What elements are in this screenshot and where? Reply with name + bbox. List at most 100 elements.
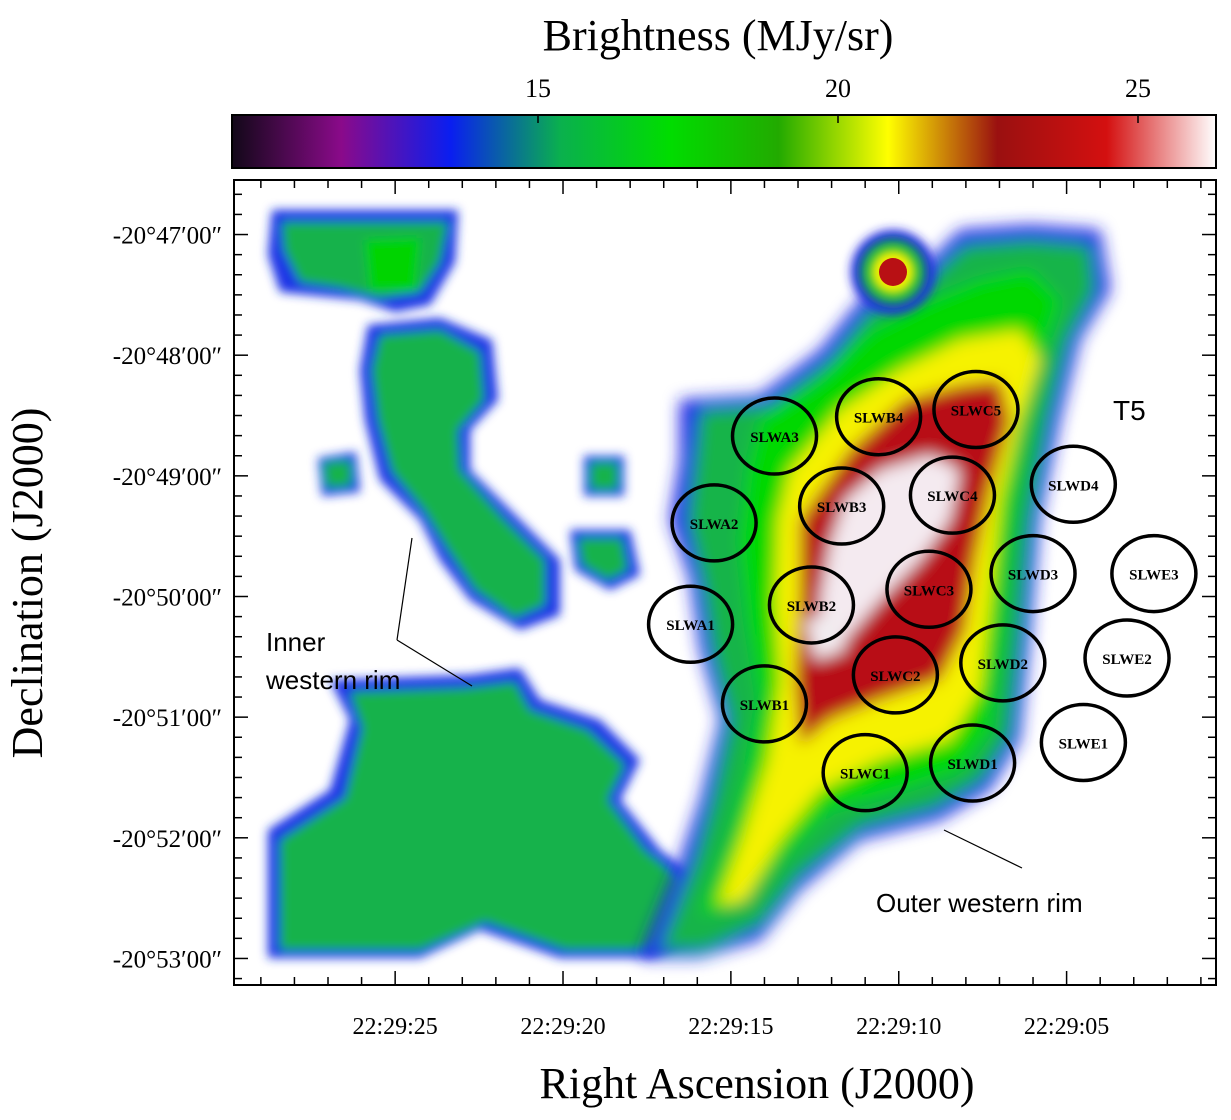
- aperture-slwe3: SLWE3: [1110, 533, 1198, 614]
- inner-rim-label-line-2: western rim: [265, 665, 400, 695]
- colorbar-ticks: 15 20 25: [525, 74, 1151, 123]
- aperture-label: SLWA1: [666, 618, 715, 634]
- outer-rim-label: Outer western rim: [876, 888, 1083, 918]
- x-tick-label: 22:29:25: [352, 1014, 437, 1040]
- aperture-slwb4: SLWB4: [834, 376, 923, 457]
- aperture-slwd1: SLWD1: [928, 723, 1017, 803]
- aperture-slwd4: SLWD4: [1029, 444, 1118, 525]
- emission-blob: [280, 682, 705, 950]
- emission-left: [268, 210, 720, 958]
- y-tick-label: -20°53′00″: [113, 946, 222, 973]
- x-axis-ticks: 22:29:25 22:29:20 22:29:15 22:29:10 22:29:05: [260, 180, 1202, 1040]
- aperture-ellipse: [670, 483, 758, 563]
- aperture-label: SLWB4: [854, 411, 904, 427]
- aperture-ellipse: [821, 732, 909, 813]
- emission-blob: [323, 460, 352, 488]
- aperture-ellipse: [797, 466, 886, 546]
- aperture-label: SLWC2: [870, 669, 920, 685]
- aperture-ellipse: [1029, 444, 1118, 525]
- aperture-label: SLWD3: [1008, 568, 1058, 584]
- colorbar-tick-label: 15: [525, 74, 551, 103]
- y-tick-label: -20°49′00″: [113, 464, 222, 491]
- aperture-label: SLWE2: [1102, 652, 1151, 668]
- ridge-knot: [805, 610, 845, 660]
- aperture-layer: SLWA1 SLWA2 SLWA3 SLWB1 SLWB2 SLWB3 SLWB4 SLWC1…: [646, 369, 1198, 813]
- aperture-ellipse: [928, 723, 1017, 803]
- x-tick-label: 22:29:05: [1024, 1014, 1109, 1040]
- aperture-ellipse: [1039, 702, 1128, 783]
- inner-rim-pointer-upper: [396, 537, 413, 641]
- compact-source-core: [879, 258, 907, 286]
- aperture-ellipse: [730, 396, 819, 476]
- aperture-slwb1: SLWB1: [720, 664, 809, 744]
- aperture-slwb3: SLWB3: [797, 466, 886, 546]
- emission-layer: [268, 210, 1110, 958]
- x-axis-label: Right Ascension (J2000): [539, 1059, 974, 1108]
- inner-rim-pointer-lower: [396, 639, 473, 687]
- aperture-ellipse: [1110, 533, 1198, 614]
- aperture-label: SLWB1: [740, 698, 789, 714]
- aperture-slwe2: SLWE2: [1083, 618, 1171, 698]
- aperture-ellipse: [908, 455, 997, 535]
- y-axis-label: Declination (J2000): [3, 408, 52, 759]
- aperture-label: SLWC3: [904, 583, 954, 599]
- aperture-slwc4: SLWC4: [908, 455, 997, 535]
- aperture-slwd3: SLWD3: [989, 533, 1077, 614]
- aperture-ellipse: [959, 623, 1047, 703]
- emission-blob: [365, 238, 420, 290]
- colorbar-tick-label: 25: [1125, 74, 1151, 103]
- aperture-label: SLWD1: [947, 757, 997, 773]
- colorbar-gradient: [231, 114, 1217, 169]
- aperture-ellipse: [720, 664, 809, 744]
- aperture-label: SLWD2: [978, 657, 1028, 673]
- aperture-slwc3: SLWC3: [885, 549, 973, 630]
- y-tick-label: -20°50′00″: [113, 584, 222, 611]
- emission-blob: [372, 330, 545, 618]
- aperture-slwc1: SLWC1: [821, 732, 909, 813]
- aperture-ellipse: [885, 549, 973, 630]
- aperture-slwe1: SLWE1: [1039, 702, 1128, 783]
- aperture-slwc2: SLWC2: [851, 635, 940, 715]
- compact-source: [851, 230, 935, 314]
- map-frame: [233, 179, 1217, 986]
- emission-ridge: [640, 225, 1110, 958]
- aperture-ellipse: [1083, 618, 1171, 698]
- emission-blob: [590, 462, 618, 490]
- inner-rim-label-line-1: Inner: [266, 627, 326, 657]
- aperture-label: SLWE1: [1059, 736, 1108, 752]
- aperture-slwa3: SLWA3: [730, 396, 819, 476]
- y-tick-label: -20°47′00″: [113, 223, 222, 250]
- x-tick-label: 22:29:10: [856, 1014, 941, 1040]
- emission-blob: [578, 538, 628, 580]
- aperture-label: SLWC1: [840, 767, 890, 783]
- y-tick-label: -20°52′00″: [113, 826, 222, 853]
- aperture-ellipse: [646, 584, 735, 664]
- aperture-label: SLWD4: [1048, 478, 1099, 494]
- y-tick-label: -20°51′00″: [113, 705, 222, 732]
- aperture-ellipse: [989, 533, 1077, 614]
- colorbar: 15 20 25: [231, 74, 1217, 169]
- y-axis-ticks: -20°47′00″ -20°48′00″ -20°49′00″ -20°50′00″…: [113, 193, 1216, 980]
- x-tick-label: 22:29:20: [520, 1014, 605, 1040]
- aperture-label: SLWC4: [927, 489, 978, 505]
- aperture-slwa1: SLWA1: [646, 584, 735, 664]
- aperture-ellipse: [851, 635, 940, 715]
- outer-rim-annotation: Outer western rim: [876, 829, 1083, 918]
- aperture-label: SLWA2: [690, 517, 739, 533]
- chart-title: Brightness (MJy/sr): [543, 11, 894, 60]
- aperture-label: SLWB3: [817, 500, 866, 516]
- aperture-slwa2: SLWA2: [670, 483, 758, 563]
- aperture-ellipse: [767, 565, 856, 645]
- inner-rim-annotation: Inner western rim: [265, 537, 473, 695]
- aperture-ellipse: [834, 376, 923, 457]
- aperture-label: SLWC5: [951, 403, 1001, 419]
- brightness-map: SLWA1 SLWA2 SLWA3 SLWB1 SLWB2 SLWB3 SLWB4 SLWC1…: [113, 179, 1217, 1040]
- aperture-label: SLWB2: [787, 599, 836, 615]
- y-tick-label: -20°48′00″: [113, 343, 222, 370]
- aperture-slwd2: SLWD2: [959, 623, 1047, 703]
- aperture-label: SLWE3: [1129, 568, 1178, 584]
- inner-rim-label: Inner western rim: [265, 627, 400, 695]
- x-tick-label: 22:29:15: [688, 1014, 773, 1040]
- aperture-ellipse: [932, 369, 1020, 450]
